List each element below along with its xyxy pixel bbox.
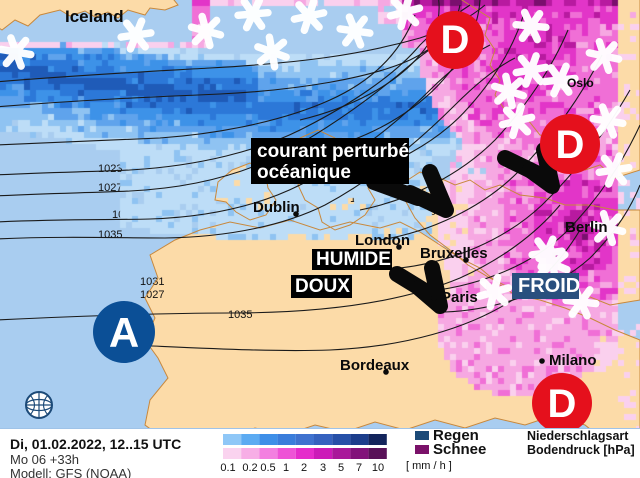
svg-text:10: 10: [372, 462, 384, 474]
svg-text:Bodendruck [hPa]: Bodendruck [hPa]: [527, 443, 635, 457]
svg-text:0.5: 0.5: [260, 462, 275, 474]
svg-text:Schnee: Schnee: [433, 441, 486, 458]
svg-text:[ mm / h ]: [ mm / h ]: [406, 460, 452, 472]
svg-text:1: 1: [283, 462, 289, 474]
svg-text:Niederschlagsart: Niederschlagsart: [527, 429, 629, 443]
svg-text:5: 5: [338, 462, 344, 474]
svg-text:7: 7: [356, 462, 362, 474]
svg-text:2: 2: [301, 462, 307, 474]
svg-text:0.1: 0.1: [220, 462, 235, 474]
svg-text:0.2: 0.2: [242, 462, 257, 474]
svg-text:3: 3: [320, 462, 326, 474]
